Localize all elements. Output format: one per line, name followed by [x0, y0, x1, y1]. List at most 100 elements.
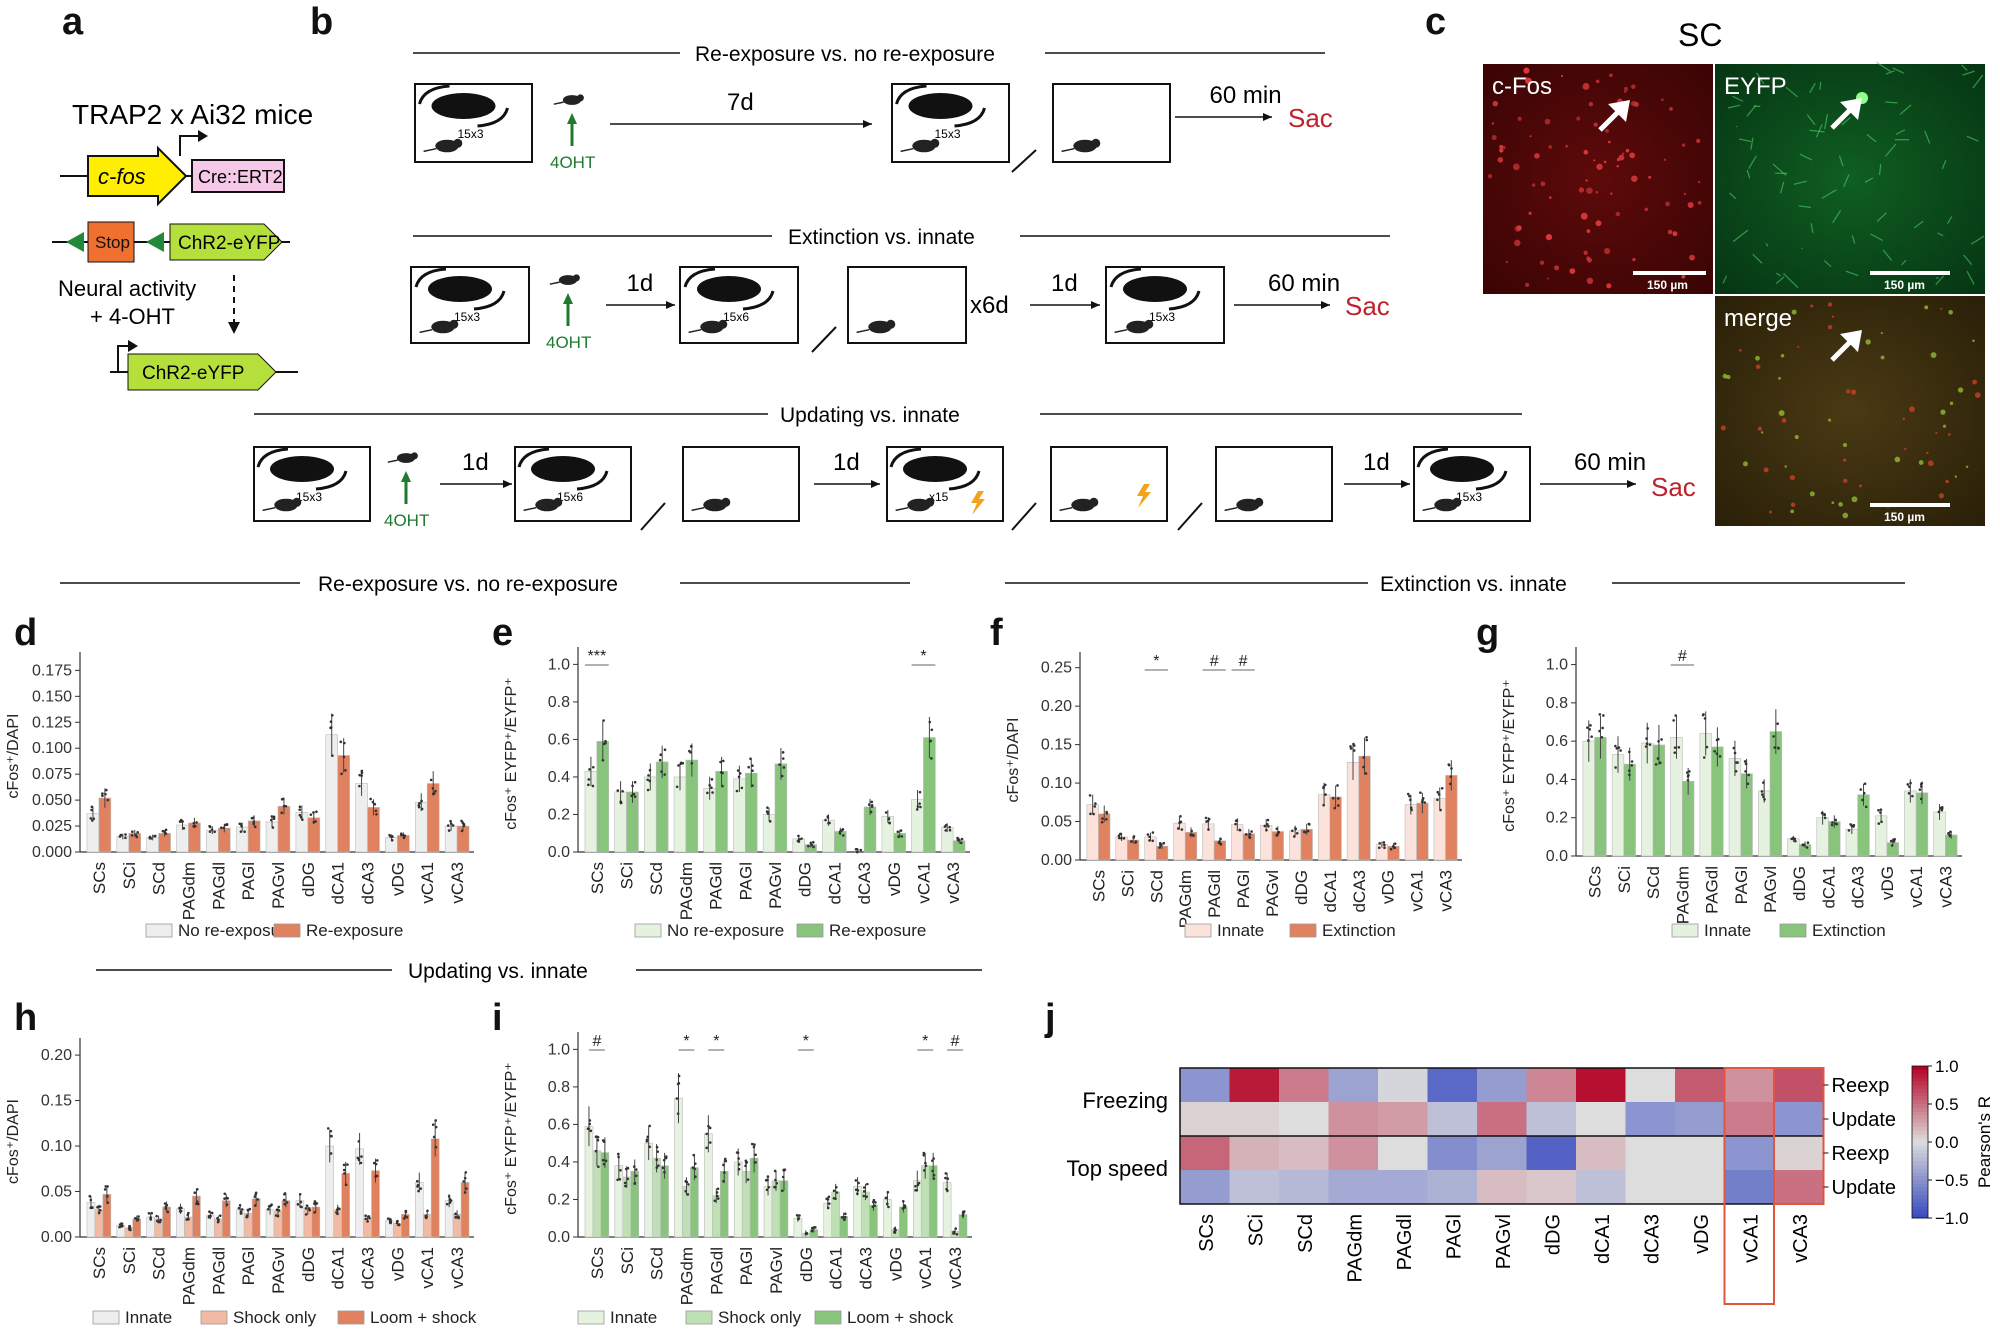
data-point: [360, 1155, 363, 1158]
data-point: [1248, 832, 1252, 836]
significance-marker: ***: [588, 648, 607, 665]
data-point: [1660, 738, 1663, 741]
heatmap-column-label: dCA3: [1641, 1214, 1663, 1264]
data-point: [454, 1212, 457, 1216]
data-point: [901, 1200, 905, 1203]
panel-letter-c: c: [1425, 1, 1446, 43]
trial-count-label: 15x3: [296, 490, 322, 504]
x-tick-label: PAGdl: [707, 862, 726, 910]
data-point: [931, 1159, 934, 1162]
data-point: [774, 1178, 777, 1182]
colorbar-segment: [1912, 1187, 1928, 1192]
data-point: [283, 1202, 287, 1206]
colorbar-segment: [1912, 1145, 1928, 1151]
data-point: [298, 813, 302, 817]
mouse-icon: [1224, 497, 1264, 512]
data-point: [835, 1191, 839, 1194]
data-point: [854, 848, 858, 851]
data-point: [1677, 746, 1681, 749]
data-point: [164, 1207, 168, 1211]
data-point: [301, 818, 304, 821]
data-point: [675, 1097, 679, 1100]
x-tick-label: vCA3: [1437, 870, 1456, 912]
row-group-top-speed: Top speed: [1066, 1156, 1168, 1181]
data-point: [118, 835, 122, 838]
data-point: [270, 815, 274, 818]
heatmap-cell-SCd-3: [1279, 1170, 1329, 1205]
section-header-reexposure: Re-exposure vs. no re-exposure: [318, 573, 618, 596]
chr2-label-2: ChR2-eYFP: [142, 363, 244, 384]
data-point: [1823, 813, 1826, 817]
x-tick-label: SCd: [150, 1247, 169, 1280]
heatmap-row-label: Reexp: [1832, 1075, 1890, 1097]
data-point: [675, 785, 679, 789]
data-point: [1911, 794, 1914, 798]
heatmap-cell-dCA1-3: [1576, 1170, 1626, 1205]
legend-swatch: [685, 1310, 713, 1325]
data-point: [601, 1139, 605, 1142]
merge-channel-label: merge: [1724, 305, 1792, 332]
data-point: [604, 1159, 608, 1163]
legend-swatch: [634, 923, 662, 938]
heatmap-cell-SCs-1: [1180, 1102, 1230, 1137]
significance-marker: *: [683, 1033, 689, 1050]
data-point: [223, 1192, 227, 1196]
data-point: [1619, 749, 1622, 752]
data-point: [1744, 762, 1748, 766]
data-point: [736, 769, 740, 772]
y-tick-label: 0.0: [548, 1229, 570, 1246]
data-point: [192, 821, 196, 825]
colorbar-segment: [1912, 1210, 1928, 1215]
data-point: [237, 1206, 241, 1210]
data-point: [326, 1127, 330, 1130]
data-point: [1349, 747, 1353, 750]
data-point: [870, 805, 874, 808]
data-point: [1862, 791, 1866, 795]
data-point: [89, 817, 93, 820]
data-point: [218, 1214, 222, 1217]
data-point: [619, 801, 623, 805]
data-point: [740, 786, 744, 790]
data-point: [924, 1161, 927, 1165]
x-tick-label: SCs: [1089, 870, 1108, 902]
mouse-icon: [262, 497, 302, 512]
x-tick-label: SCs: [588, 1247, 607, 1279]
data-point: [681, 761, 685, 765]
data-point: [304, 1207, 308, 1210]
data-point: [1762, 781, 1765, 784]
data-point: [416, 1183, 420, 1187]
data-point: [90, 1205, 93, 1209]
heatmap-cell-vDG-3: [1675, 1170, 1725, 1205]
data-point: [766, 806, 769, 809]
data-point: [1322, 785, 1325, 789]
data-point: [1234, 822, 1237, 826]
data-point: [128, 1228, 132, 1231]
data-point: [1206, 819, 1210, 823]
data-point: [104, 792, 107, 796]
data-point: [1847, 829, 1851, 832]
x-tick-label: dCA3: [359, 1247, 378, 1290]
data-point: [254, 1191, 258, 1195]
heatmap-cell-dCA1-0: [1576, 1068, 1626, 1103]
data-point: [131, 830, 134, 833]
data-point: [1736, 761, 1739, 764]
data-point: [634, 1168, 638, 1171]
y-tick-label: 0.05: [1041, 814, 1072, 831]
data-point: [330, 713, 334, 717]
data-point: [754, 1153, 757, 1157]
cfos-micrograph: [1483, 64, 1713, 294]
data-point: [1093, 805, 1097, 808]
data-point: [90, 805, 94, 809]
data-point: [447, 1195, 451, 1198]
drug-4ohT-label: 4OHT: [550, 153, 595, 172]
data-point: [461, 821, 465, 825]
data-point: [339, 740, 343, 744]
data-point: [1382, 841, 1386, 844]
data-point: [372, 1161, 376, 1165]
heatmap-cell-dDG-2: [1526, 1136, 1577, 1171]
data-point: [329, 1134, 333, 1138]
legend-label: Loom + shock: [370, 1308, 477, 1327]
significance-marker: #: [1210, 653, 1219, 670]
y-tick-label: 0.000: [32, 844, 72, 861]
data-point: [106, 1195, 109, 1198]
